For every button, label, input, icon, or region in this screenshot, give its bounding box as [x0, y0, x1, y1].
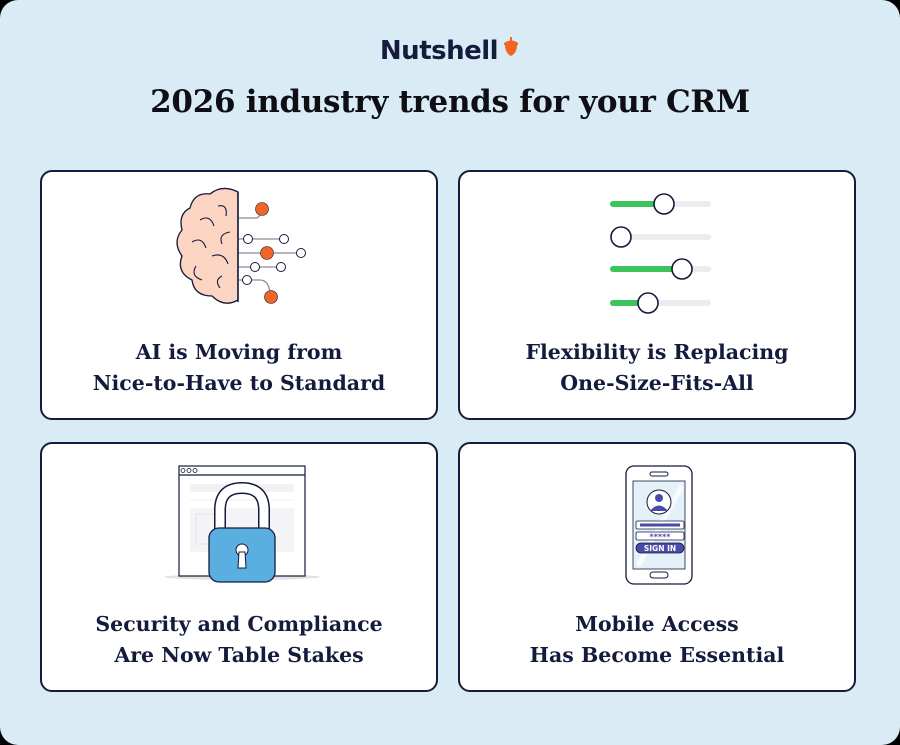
svg-text:SIGN IN: SIGN IN [644, 544, 676, 553]
padlock-browser-icon [42, 444, 436, 604]
mobile-login-icon: ***** SIGN IN [460, 444, 854, 604]
card-title: Flexibility is Replacing One-Size-Fits-A… [460, 337, 854, 399]
card-title-line: Nice-to-Have to Standard [92, 371, 386, 395]
card-title-line: One-Size-Fits-All [560, 371, 754, 395]
brand-logo: Nutshell [0, 36, 900, 66]
card-title-line: Flexibility is Replacing [525, 340, 789, 364]
card-title: Security and Compliance Are Now Table St… [42, 609, 436, 671]
brain-circuit-icon [42, 172, 436, 332]
trend-card-flexibility: Flexibility is Replacing One-Size-Fits-A… [458, 170, 856, 420]
trend-card-mobile: ***** SIGN IN Mobile Access Has Become E… [458, 442, 856, 692]
card-title-line: Are Now Table Stakes [114, 643, 364, 667]
card-title: AI is Moving from Nice-to-Have to Standa… [42, 337, 436, 399]
brand-name: Nutshell [379, 36, 499, 66]
card-title: Mobile Access Has Become Essential [460, 609, 854, 671]
card-title-line: Mobile Access [575, 612, 739, 636]
trend-card-ai: AI is Moving from Nice-to-Have to Standa… [40, 170, 438, 420]
sliders-icon [460, 172, 854, 332]
card-title-line: AI is Moving from [135, 340, 343, 364]
svg-text:*****: ***** [650, 533, 672, 542]
card-title-line: Has Become Essential [529, 643, 785, 667]
acorn-icon [502, 34, 520, 64]
page-title: 2026 industry trends for your CRM [150, 84, 750, 120]
trend-card-security: Security and Compliance Are Now Table St… [40, 442, 438, 692]
card-title-line: Security and Compliance [95, 612, 383, 636]
